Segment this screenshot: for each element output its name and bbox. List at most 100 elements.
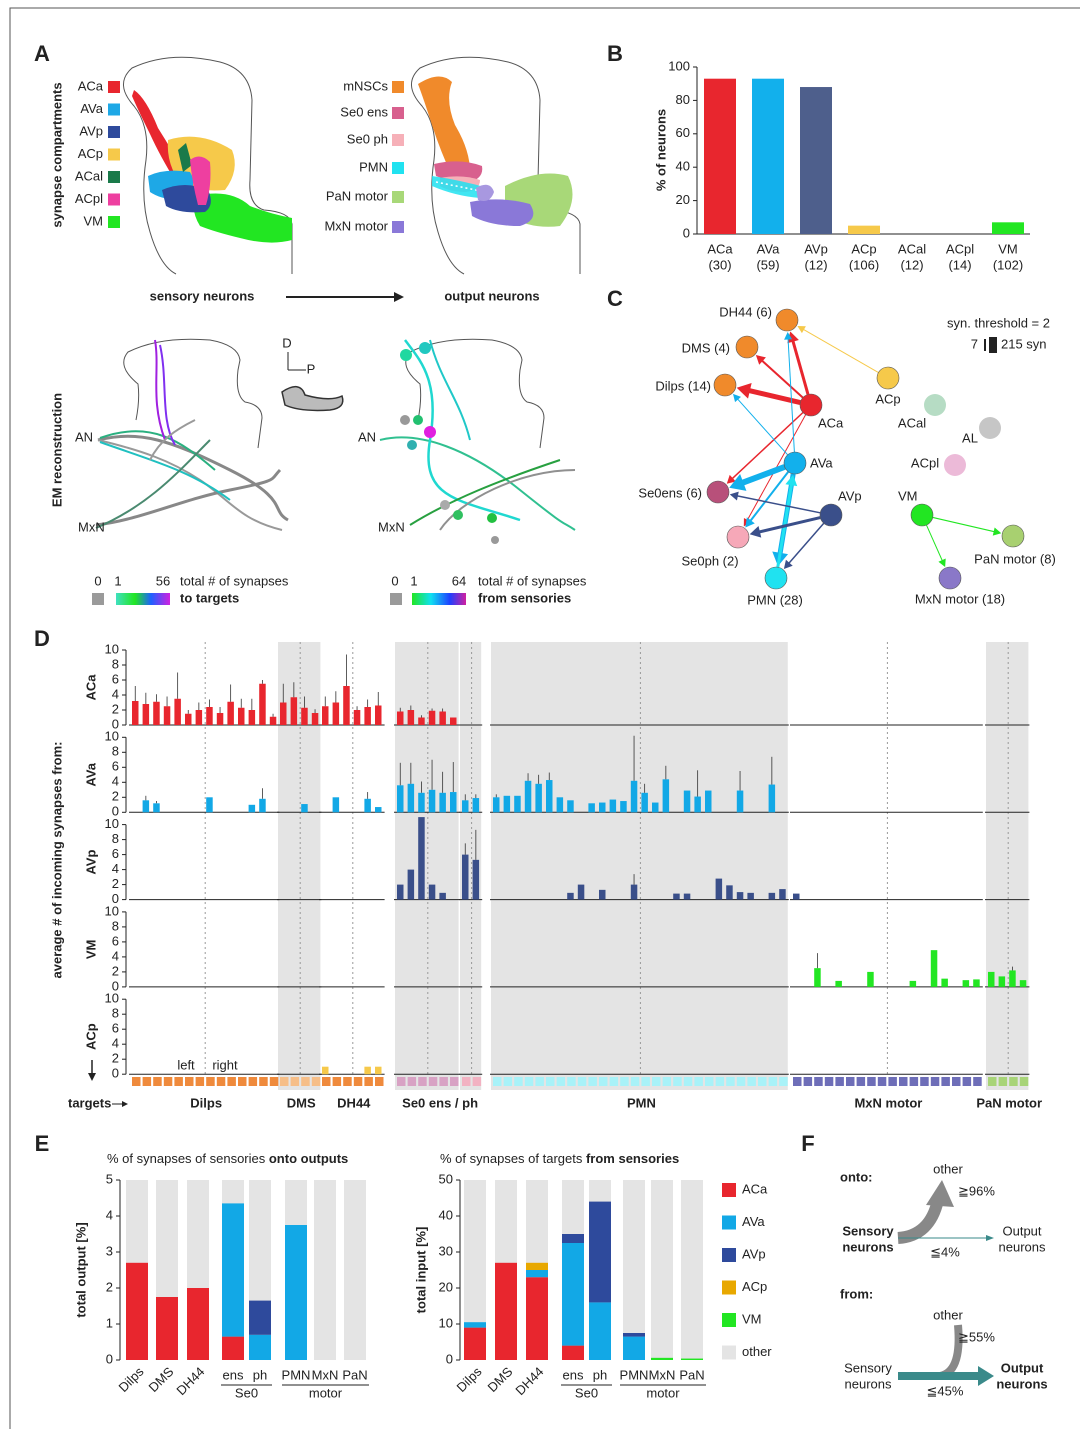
target-square	[143, 1077, 152, 1086]
target-square	[599, 1077, 608, 1086]
bar-segment	[285, 1225, 307, 1360]
bar	[704, 79, 736, 234]
axis-title: average # of incoming synapses from:	[49, 742, 64, 979]
y-tick-label: 8	[112, 831, 119, 846]
compartment-label: ACpl	[75, 191, 103, 206]
x-tick-label: Dilps	[116, 1364, 147, 1395]
node-label: ACal	[898, 415, 926, 430]
bar-segment	[464, 1322, 486, 1327]
axis-title: total output [%]	[73, 1222, 88, 1317]
bar	[364, 1067, 371, 1075]
node	[877, 367, 899, 389]
target-square	[546, 1077, 555, 1086]
label: Output	[1002, 1223, 1041, 1238]
bar	[343, 686, 350, 725]
label: 56	[156, 573, 170, 588]
bar-segment	[562, 1243, 584, 1346]
label: MxN	[378, 519, 405, 534]
bar-segment	[681, 1359, 703, 1360]
bar	[973, 979, 980, 987]
y-tick-label: 6	[112, 1021, 119, 1036]
bar-segment	[222, 1203, 244, 1336]
bar	[1009, 970, 1016, 987]
row-label: ACp	[83, 1023, 98, 1050]
target-square	[429, 1077, 438, 1086]
label: MxN	[78, 519, 105, 534]
label: Output	[1001, 1360, 1044, 1375]
y-tick-label: 8	[112, 656, 119, 671]
node-label: PaN motor (8)	[974, 551, 1056, 566]
y-tick-label: 10	[105, 991, 119, 1006]
edge	[926, 525, 943, 562]
target-square	[835, 1077, 844, 1086]
node	[765, 567, 787, 589]
bar	[535, 784, 542, 813]
count-label: (14)	[948, 257, 971, 272]
target-square	[525, 1077, 534, 1086]
target-square	[867, 1077, 876, 1086]
group-label: Se0	[575, 1385, 598, 1400]
bar	[769, 893, 776, 900]
figure: ABCDEFsynapse compartmentsACaAVaAVpACpAC…	[0, 0, 1080, 1429]
label: neurons	[996, 1376, 1047, 1391]
row-label: AVp	[83, 850, 98, 875]
title-part: % of synapses of targets	[440, 1151, 586, 1166]
edge	[757, 518, 820, 533]
bar-segment	[651, 1358, 673, 1360]
label: AN	[75, 429, 93, 444]
x-tick-label: DH44	[512, 1364, 546, 1398]
bar	[716, 879, 723, 900]
target-square	[196, 1077, 205, 1086]
label: 64	[452, 573, 466, 588]
bar	[249, 805, 256, 813]
bar	[185, 714, 192, 725]
target-square	[814, 1077, 823, 1086]
y-tick-label: 6	[112, 671, 119, 686]
output-swatch	[392, 134, 404, 146]
label: sensory neurons	[150, 288, 255, 303]
target-square	[174, 1077, 183, 1086]
y-tick-label: 2	[112, 701, 119, 716]
x-tick-label: ACp	[851, 241, 876, 256]
count-label: (106)	[849, 257, 879, 272]
row-label: AVa	[83, 762, 98, 786]
bar	[610, 800, 617, 813]
x-tick-label: PMN	[282, 1367, 311, 1382]
legend-swatch	[722, 1313, 736, 1327]
bar	[578, 885, 585, 900]
node	[714, 374, 736, 396]
label: to targets	[180, 590, 239, 605]
bar	[418, 793, 425, 813]
label: P	[307, 361, 316, 376]
output-label: PaN motor	[326, 188, 389, 203]
bar	[814, 968, 821, 987]
target-square	[673, 1077, 682, 1086]
node	[736, 336, 758, 358]
label: neurons	[842, 1239, 893, 1254]
legend-swatch	[722, 1248, 736, 1262]
target-square	[973, 1077, 982, 1086]
bar	[375, 1067, 382, 1075]
bar	[462, 800, 469, 812]
label: 215 syn	[1001, 336, 1047, 351]
edge	[933, 517, 996, 532]
bar	[473, 798, 480, 812]
bar	[196, 710, 203, 725]
bar	[397, 785, 404, 812]
y-tick-label: 8	[112, 918, 119, 933]
target-label: DMS	[287, 1095, 316, 1110]
bar	[153, 803, 160, 812]
target-square	[217, 1077, 226, 1086]
edge	[739, 467, 785, 484]
x-tick-label: DH44	[173, 1364, 207, 1398]
y-tick-label: 2	[112, 876, 119, 891]
bar-segment	[526, 1270, 548, 1277]
target-square	[439, 1077, 448, 1086]
compartment-swatch	[108, 149, 120, 161]
bar	[620, 801, 627, 812]
label: total # of synapses	[478, 573, 587, 588]
label: left	[177, 1057, 195, 1072]
target-square	[825, 1077, 834, 1086]
target-square	[364, 1077, 373, 1086]
bar-segment	[562, 1234, 584, 1243]
